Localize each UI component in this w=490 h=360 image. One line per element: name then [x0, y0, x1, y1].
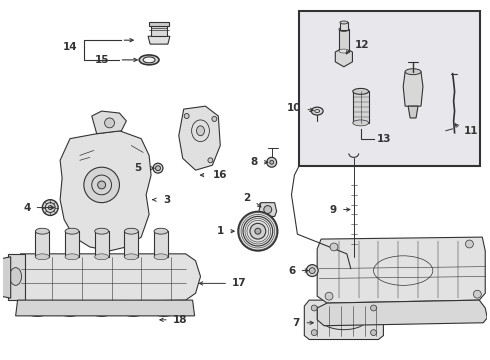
Polygon shape — [92, 111, 126, 134]
Polygon shape — [403, 72, 423, 106]
Circle shape — [270, 160, 274, 164]
Polygon shape — [16, 300, 195, 316]
Ellipse shape — [35, 254, 49, 260]
Polygon shape — [60, 131, 151, 251]
Bar — [151, 24, 167, 36]
Bar — [149, 22, 169, 26]
Circle shape — [325, 292, 333, 300]
Text: 2: 2 — [243, 193, 250, 203]
Circle shape — [330, 243, 338, 251]
Polygon shape — [65, 231, 79, 257]
Circle shape — [264, 206, 271, 213]
Polygon shape — [11, 254, 200, 303]
Text: 15: 15 — [95, 55, 109, 65]
Ellipse shape — [340, 21, 348, 24]
Text: 11: 11 — [464, 126, 478, 136]
Circle shape — [255, 228, 261, 234]
Ellipse shape — [196, 126, 204, 136]
Bar — [299, 11, 480, 166]
Ellipse shape — [95, 228, 109, 234]
Ellipse shape — [311, 107, 323, 115]
Text: 13: 13 — [376, 134, 391, 144]
Text: 5: 5 — [134, 163, 141, 173]
Circle shape — [98, 181, 106, 189]
Ellipse shape — [35, 228, 49, 234]
Polygon shape — [8, 254, 24, 300]
Circle shape — [309, 267, 315, 274]
Polygon shape — [95, 231, 109, 257]
Polygon shape — [335, 47, 352, 67]
Circle shape — [153, 163, 163, 173]
Circle shape — [370, 305, 376, 311]
Circle shape — [48, 206, 52, 210]
Circle shape — [238, 212, 278, 251]
Polygon shape — [317, 237, 485, 303]
Ellipse shape — [10, 267, 22, 285]
Polygon shape — [35, 231, 49, 257]
Ellipse shape — [339, 49, 349, 53]
Polygon shape — [408, 106, 418, 118]
Text: 12: 12 — [355, 40, 369, 50]
Circle shape — [184, 113, 189, 118]
Circle shape — [473, 290, 481, 298]
Polygon shape — [1, 257, 11, 298]
Circle shape — [42, 200, 58, 215]
Ellipse shape — [154, 228, 168, 234]
Circle shape — [311, 330, 317, 336]
Text: 1: 1 — [217, 226, 224, 236]
Ellipse shape — [143, 57, 155, 63]
Bar — [339, 30, 349, 51]
Ellipse shape — [154, 254, 168, 260]
Circle shape — [306, 265, 318, 276]
Ellipse shape — [405, 69, 421, 75]
Text: 8: 8 — [250, 157, 258, 167]
Text: 9: 9 — [330, 204, 337, 215]
Circle shape — [370, 330, 376, 336]
Ellipse shape — [124, 254, 138, 260]
Circle shape — [84, 167, 120, 203]
Ellipse shape — [339, 27, 349, 31]
Text: 10: 10 — [287, 103, 301, 113]
Circle shape — [267, 157, 277, 167]
Polygon shape — [179, 106, 220, 170]
Text: 7: 7 — [292, 318, 299, 328]
Text: 14: 14 — [63, 42, 77, 52]
Polygon shape — [154, 231, 168, 257]
Polygon shape — [317, 300, 487, 326]
Ellipse shape — [65, 228, 79, 234]
Text: 16: 16 — [212, 170, 227, 180]
Ellipse shape — [353, 89, 368, 94]
Polygon shape — [124, 231, 138, 257]
Ellipse shape — [353, 120, 368, 126]
Text: 6: 6 — [288, 266, 295, 276]
Circle shape — [212, 117, 217, 121]
Ellipse shape — [65, 254, 79, 260]
Circle shape — [311, 305, 317, 311]
Polygon shape — [304, 300, 383, 339]
Text: 3: 3 — [163, 195, 170, 205]
Circle shape — [155, 166, 160, 171]
Ellipse shape — [139, 55, 159, 65]
Ellipse shape — [124, 228, 138, 234]
Circle shape — [208, 158, 213, 163]
Text: 17: 17 — [232, 278, 247, 288]
Polygon shape — [259, 203, 277, 216]
Circle shape — [104, 118, 115, 128]
Text: 18: 18 — [173, 315, 187, 325]
Text: 4: 4 — [23, 203, 30, 212]
Ellipse shape — [95, 254, 109, 260]
Circle shape — [250, 223, 266, 239]
Circle shape — [466, 240, 473, 248]
Polygon shape — [148, 36, 170, 44]
Bar — [353, 91, 368, 123]
Bar — [340, 22, 348, 30]
